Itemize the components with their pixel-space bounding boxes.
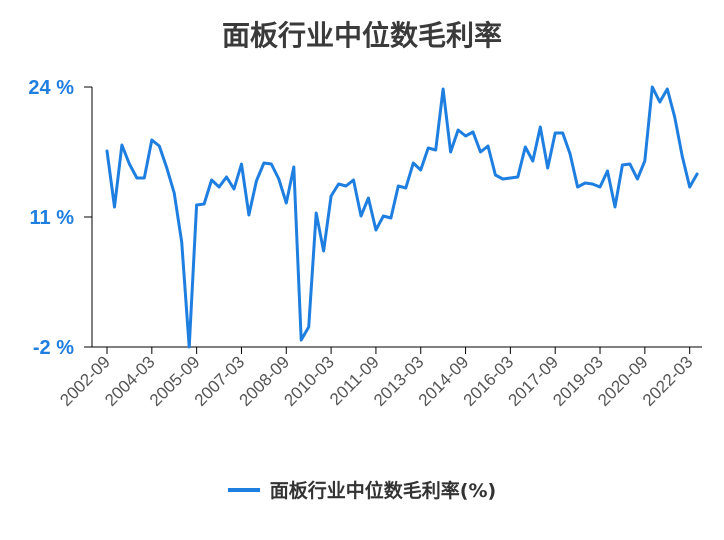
chart-title: 面板行业中位数毛利率 — [221, 19, 502, 52]
data-point — [128, 163, 131, 166]
data-point — [158, 145, 161, 148]
data-point — [673, 116, 676, 119]
data-point — [696, 173, 699, 176]
data-point — [681, 155, 684, 158]
data-point — [330, 195, 333, 198]
data-point — [569, 153, 572, 156]
data-point — [120, 144, 123, 147]
x-tick-label: 2022-03 — [639, 352, 697, 410]
data-point — [262, 162, 265, 165]
data-point — [584, 182, 587, 185]
data-point — [106, 150, 109, 153]
data-point — [218, 186, 221, 189]
y-tick-label: 11 % — [30, 207, 75, 229]
data-point — [277, 178, 280, 181]
data-point — [524, 146, 527, 149]
data-point — [412, 162, 415, 165]
data-point — [599, 186, 602, 189]
data-point — [621, 164, 624, 167]
data-point — [247, 214, 250, 217]
data-point — [367, 197, 370, 200]
data-point — [374, 229, 377, 232]
data-point — [255, 180, 258, 183]
data-point — [606, 170, 609, 173]
data-point — [561, 132, 564, 135]
y-tick-label: -2 % — [33, 337, 74, 359]
data-point — [688, 186, 691, 189]
data-point — [479, 151, 482, 154]
data-point — [352, 179, 355, 182]
data-point — [113, 206, 116, 209]
data-point — [554, 132, 557, 135]
data-point — [404, 187, 407, 190]
data-point — [188, 346, 191, 349]
x-tick-label: 2010-03 — [280, 352, 338, 410]
data-point — [292, 166, 295, 169]
data-point — [613, 206, 616, 209]
data-point — [180, 241, 183, 244]
data-point — [442, 88, 445, 91]
data-point — [516, 176, 519, 179]
data-point — [658, 101, 661, 104]
data-point — [150, 139, 153, 142]
data-point — [501, 178, 504, 181]
data-point — [382, 215, 385, 218]
data-point — [135, 177, 138, 180]
data-point — [359, 215, 362, 218]
data-point — [322, 250, 325, 253]
data-point — [203, 203, 206, 206]
data-point — [591, 183, 594, 186]
data-point — [546, 167, 549, 170]
data-point — [486, 145, 489, 148]
data-point — [472, 131, 475, 134]
data-point — [210, 179, 213, 182]
data-point — [345, 185, 348, 188]
data-point — [628, 163, 631, 166]
data-point — [389, 217, 392, 220]
legend-label: 面板行业中位数毛利率(%) — [269, 480, 497, 502]
data-point — [434, 149, 437, 152]
data-point — [509, 177, 512, 180]
data-point — [651, 86, 654, 89]
data-point — [457, 129, 460, 132]
data-point — [397, 185, 400, 188]
data-point — [494, 174, 497, 177]
data-point — [270, 163, 273, 166]
data-point — [143, 177, 146, 180]
data-point — [225, 176, 228, 179]
data-point — [449, 151, 452, 154]
data-point — [419, 169, 422, 172]
data-point — [195, 204, 198, 207]
data-point — [643, 160, 646, 163]
data-point — [539, 126, 542, 129]
data-point — [285, 202, 288, 205]
legend: 面板行业中位数毛利率(%) — [0, 476, 724, 503]
data-point — [666, 88, 669, 91]
data-point — [337, 183, 340, 186]
data-point — [464, 135, 467, 138]
y-tick-label: 24 % — [28, 77, 74, 99]
data-point — [240, 163, 243, 166]
data-point — [427, 147, 430, 150]
data-point — [307, 326, 310, 329]
data-point — [173, 192, 176, 195]
data-point — [300, 339, 303, 342]
series-line — [105, 85, 699, 349]
data-point — [531, 160, 534, 163]
data-point — [232, 188, 235, 191]
data-point — [165, 167, 168, 170]
data-point — [576, 186, 579, 189]
data-point — [315, 212, 318, 215]
legend-swatch — [227, 487, 260, 492]
data-point — [636, 178, 639, 181]
